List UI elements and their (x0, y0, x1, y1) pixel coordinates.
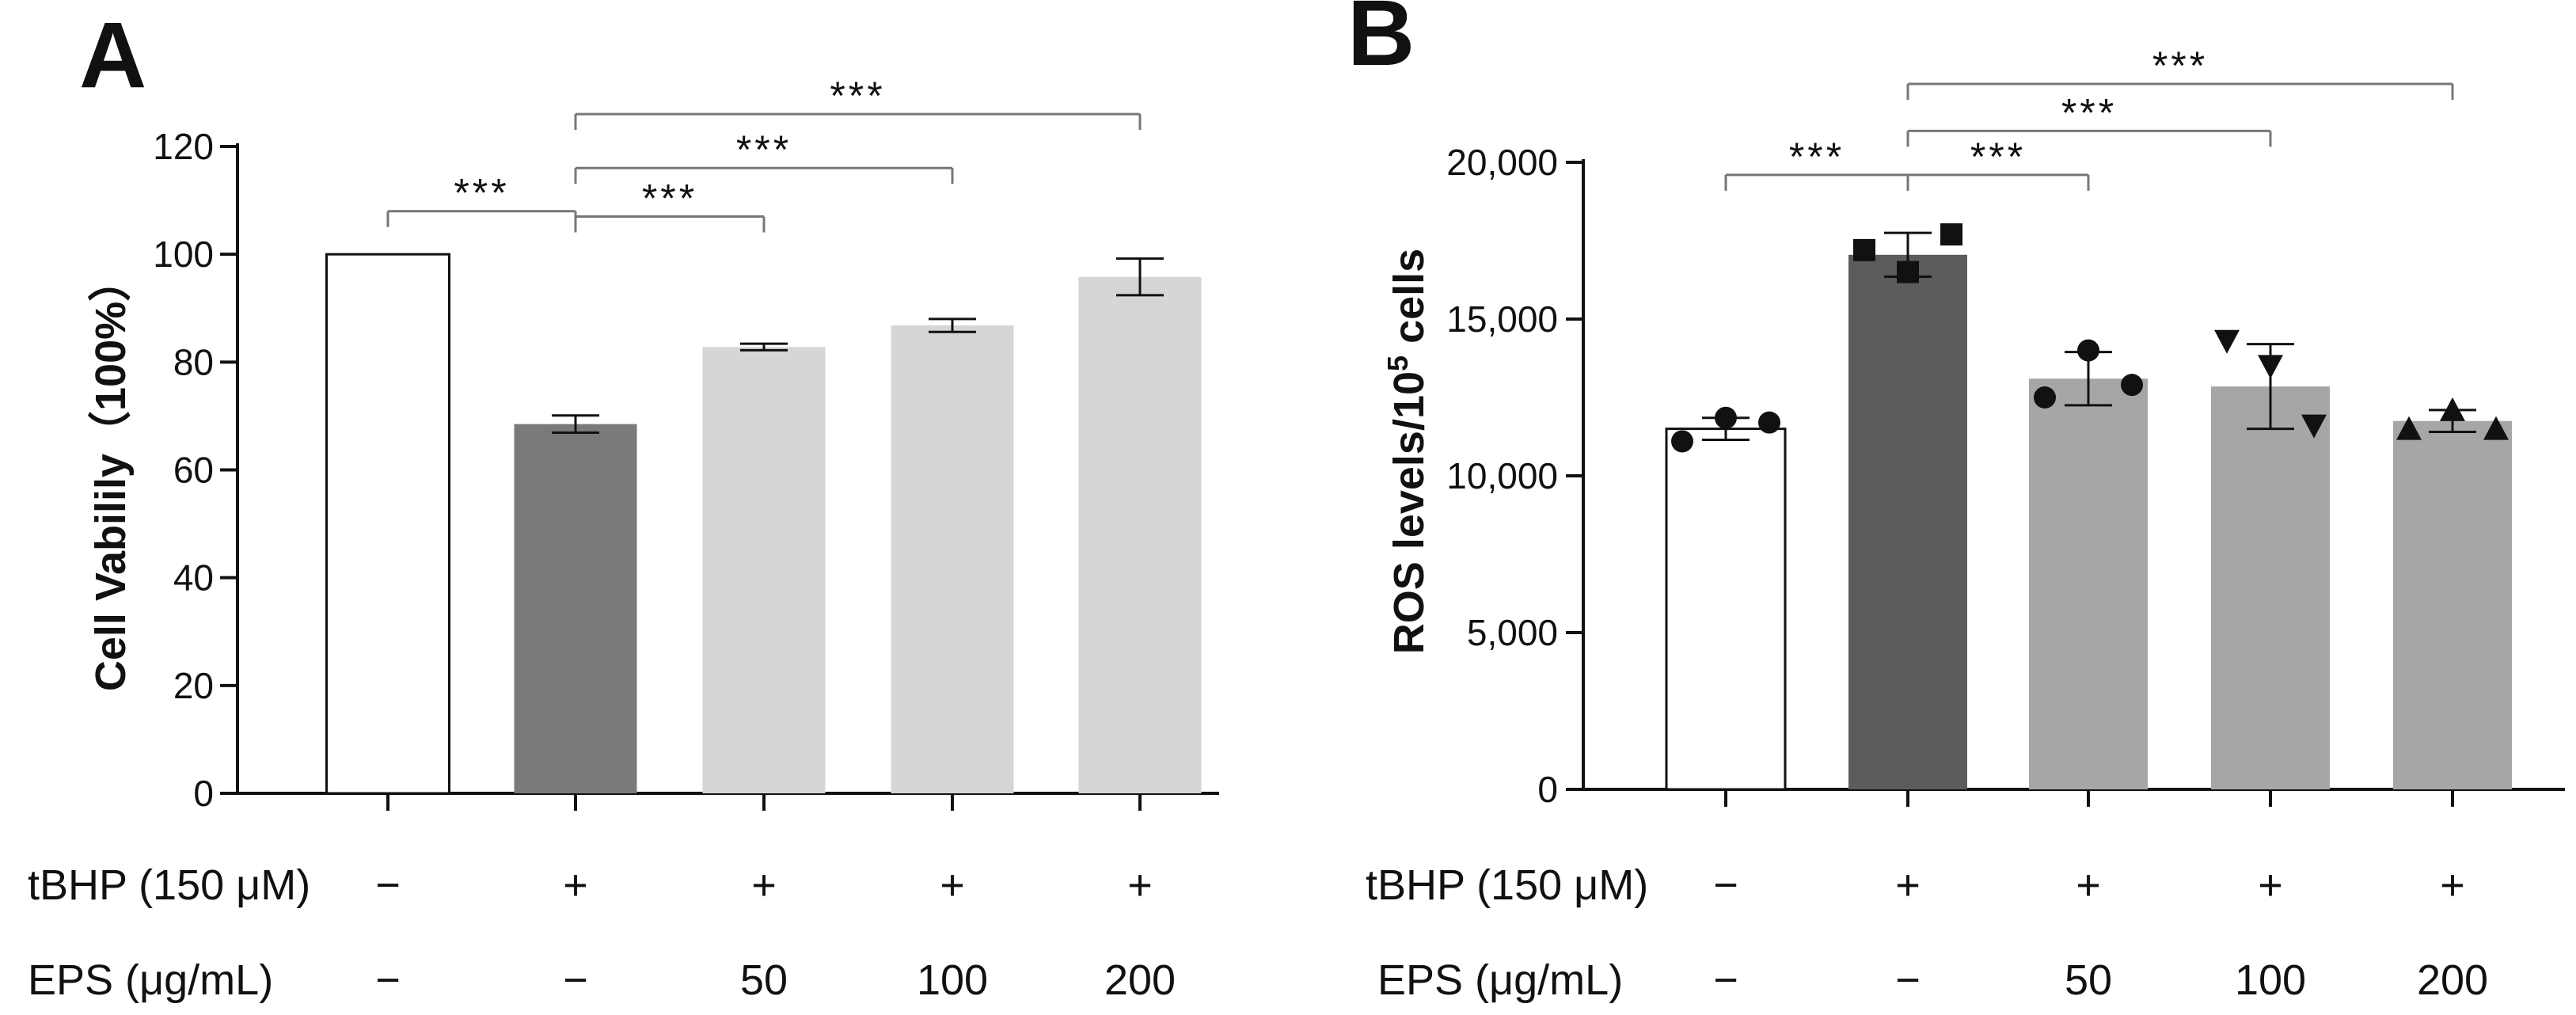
panel-a-eps-value: 200 (1104, 956, 1176, 1004)
panel-b-data-point (2077, 339, 2099, 362)
panel-a-y-tick-label: 20 (173, 665, 214, 706)
panel-b-letter: B (1347, 0, 1415, 86)
panel-a-significance-label: *** (642, 177, 697, 221)
panel-a-tbhp-value: + (563, 861, 588, 909)
panel-b-y-axis-label-exponent: 5 (1381, 355, 1414, 371)
panel-a-tbhp-value: − (375, 861, 401, 909)
panel-b-eps-value: − (1713, 956, 1738, 1004)
panel-b-y-tick-label: 0 (1537, 769, 1558, 810)
panel-a-significance-label: *** (454, 171, 509, 215)
panel-b-eps-value: 50 (2065, 956, 2112, 1004)
panel-b-tbhp-label: tBHP (150 μM) (1366, 861, 1648, 909)
panel-a-significance-label: *** (830, 74, 885, 118)
panel-b-eps-value: − (1895, 956, 1921, 1004)
panel-a-y-tick-label: 60 (173, 450, 214, 491)
panel-a-y-tick-label: 100 (153, 234, 214, 275)
panel-b-significance-label: *** (2152, 44, 2208, 88)
panel-b-data-point (2440, 397, 2465, 421)
panel-a-tbhp-label: tBHP (150 μM) (28, 861, 310, 909)
panel-b-plot: 0 5,000 10,000 15,000 20,000 *** *** *** *** (1446, 44, 2565, 810)
panel-b-y-axis-label: ROS levels/105 cells (1381, 249, 1433, 654)
panel-b-eps-value: 200 (2417, 956, 2488, 1004)
panel-b-data-point (2483, 416, 2509, 440)
panel-b-data-point (2396, 416, 2422, 440)
panel-a-bar (514, 424, 637, 793)
panel-b-data-point (1940, 223, 1962, 246)
panel-b-bar (1665, 428, 1787, 791)
panel-b-data-point (2214, 329, 2240, 354)
panel-a-eps-value: 100 (917, 956, 988, 1004)
panel-b-bar (1848, 254, 1967, 789)
panel-b-condition-values: − + + + + − − 50 100 200 (1713, 861, 2488, 1004)
panel-a-bar (325, 253, 450, 795)
panel-a-letter: A (79, 3, 146, 108)
panel-b-y-tick-label: 15,000 (1446, 298, 1558, 340)
panel-a-eps-value: − (375, 956, 401, 1004)
panel-b-significance-bracket (1906, 173, 2090, 191)
panel-a-bar (1078, 276, 1202, 793)
panel-b-significance-bracket (1906, 82, 2454, 100)
panel-b-tbhp-value: + (1895, 861, 1921, 909)
panel-b-data-point (2034, 386, 2056, 409)
panel-a-significance-bracket (574, 215, 766, 233)
panel-a-bar (891, 325, 1014, 794)
panel-a-tbhp-value: + (1127, 861, 1153, 909)
panel-a-y-axis-label: Cell Vabilily（100%） (87, 259, 135, 691)
panel-b-tbhp-value: + (2440, 861, 2465, 909)
panel-b: B 0 5,000 10,000 15,000 20,000 *** *** *** *** R… (1347, 0, 2565, 1004)
panel-a: A 0 20 40 60 80 100 120 *** *** *** *** Cell Vabil… (28, 3, 1219, 1004)
panel-a-tbhp-value: + (940, 861, 965, 909)
panel-b-tbhp-value: + (2076, 861, 2101, 909)
panel-a-significance-label: *** (736, 127, 792, 172)
panel-b-data-point (1897, 260, 1919, 283)
panel-a-eps-value: − (563, 956, 588, 1004)
panel-a-significance-bracket (574, 166, 954, 184)
panel-b-significance-label: *** (1970, 135, 2026, 179)
panel-b-data-point (1671, 430, 1693, 453)
panel-b-data-point (1853, 238, 1875, 261)
panel-b-significance-label: *** (2061, 90, 2117, 135)
panel-a-y-tick-label: 0 (193, 773, 214, 814)
panel-a-y-tick-label: 40 (173, 557, 214, 599)
panel-a-condition-values: − + + + + − − 50 100 200 (375, 861, 1176, 1004)
panel-a-tbhp-value: + (751, 861, 777, 909)
panel-b-data-point (2301, 414, 2327, 439)
panel-b-data-point (1758, 411, 1780, 434)
panel-b-y-tick-label: 10,000 (1446, 455, 1558, 496)
panel-b-eps-value: 100 (2235, 956, 2306, 1004)
panel-a-eps-label: EPS (μg/mL) (28, 956, 273, 1004)
panel-b-data-point (1715, 406, 1737, 429)
panel-b-y-axis-label-suffix: cells (1385, 249, 1433, 355)
panel-a-significance-bracket (574, 112, 1142, 131)
panel-a-bar (702, 347, 826, 793)
panel-b-significance-bracket (1906, 129, 2272, 147)
panel-a-eps-value: 50 (740, 956, 788, 1004)
panel-b-y-axis-label-main: ROS levels/10 (1385, 371, 1433, 654)
panel-b-tbhp-value: + (2258, 861, 2283, 909)
panel-a-y-tick-label: 120 (153, 126, 214, 167)
panel-b-bar (2211, 386, 2330, 789)
panel-b-eps-label: EPS (μg/mL) (1377, 956, 1623, 1004)
panel-a-plot: 0 20 40 60 80 100 120 *** *** *** *** (153, 74, 1219, 814)
panel-b-tbhp-value: − (1713, 861, 1738, 909)
panel-b-y-tick-label: 5,000 (1467, 612, 1558, 653)
panel-b-y-tick-label: 20,000 (1446, 142, 1558, 183)
panel-a-y-tick-label: 80 (173, 341, 214, 382)
panel-b-bar (2393, 420, 2512, 789)
panel-b-data-point (2121, 374, 2143, 397)
panel-b-bar (2029, 378, 2148, 789)
panel-b-significance-label: *** (1789, 135, 1845, 179)
panel-b-data-point (2258, 355, 2283, 379)
